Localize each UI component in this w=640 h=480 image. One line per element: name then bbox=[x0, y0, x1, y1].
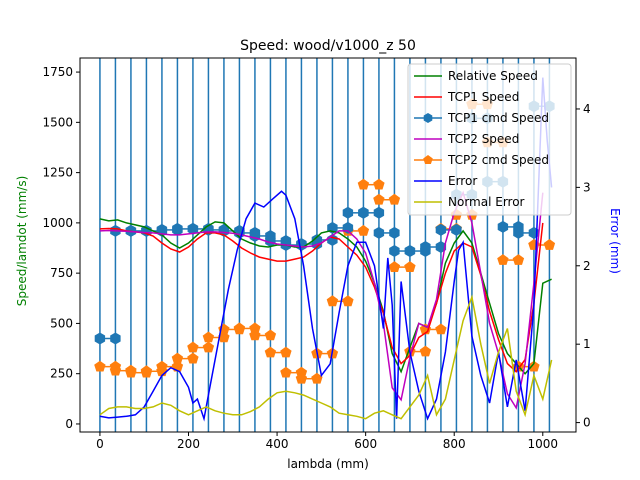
point-tcp1-cmd-speed bbox=[404, 245, 416, 257]
line-error bbox=[99, 77, 553, 422]
y-tick-label: 0 bbox=[65, 417, 73, 431]
point-tcp2-cmd-speed bbox=[342, 295, 354, 307]
x-tick-label: 600 bbox=[354, 437, 377, 451]
point-tcp2-cmd-speed bbox=[419, 345, 432, 357]
legend-label: Relative Speed bbox=[448, 69, 538, 83]
point-tcp2-cmd-speed bbox=[435, 323, 447, 335]
point-tcp2-cmd-speed bbox=[543, 239, 556, 250]
legend-label: TCP1 cmd Speed bbox=[447, 111, 549, 125]
point-tcp2-cmd-speed bbox=[171, 352, 184, 364]
point-tcp1-cmd-speed bbox=[94, 332, 106, 345]
y-tick-label: 750 bbox=[50, 266, 73, 280]
legend-label: Normal Error bbox=[448, 195, 525, 209]
legend-box bbox=[407, 63, 572, 216]
point-tcp2-cmd-speed bbox=[264, 346, 277, 358]
point-tcp1-cmd-speed bbox=[497, 220, 509, 233]
point-tcp2-cmd-speed bbox=[311, 372, 323, 384]
legend-label: TCP2 Speed bbox=[447, 132, 519, 146]
point-tcp2-cmd-speed bbox=[280, 346, 292, 358]
point-tcp2-cmd-speed bbox=[280, 366, 292, 378]
series-relative-speed bbox=[99, 218, 552, 375]
point-tcp2-cmd-speed bbox=[125, 366, 137, 378]
y2-tick-label: 3 bbox=[583, 180, 591, 194]
point-tcp2-cmd-speed bbox=[187, 352, 199, 364]
point-tcp1-cmd-speed bbox=[110, 332, 121, 345]
point-tcp2-cmd-speed bbox=[326, 295, 339, 307]
y2-tick-label: 2 bbox=[583, 259, 591, 273]
point-tcp2-cmd-speed bbox=[357, 224, 370, 236]
point-tcp2-cmd-speed bbox=[156, 360, 168, 372]
point-tcp1-cmd-speed bbox=[435, 241, 447, 253]
point-tcp2-cmd-speed bbox=[295, 372, 308, 384]
point-tcp1-cmd-speed bbox=[435, 223, 447, 236]
point-tcp1-cmd-speed bbox=[172, 222, 183, 235]
y-tick-label: 1750 bbox=[42, 65, 73, 79]
line-relative-speed bbox=[99, 218, 552, 375]
point-tcp2-cmd-speed bbox=[357, 178, 370, 190]
y-tick-label: 1500 bbox=[42, 115, 73, 129]
legend-marker bbox=[423, 113, 433, 123]
point-tcp1-cmd-speed bbox=[265, 235, 276, 247]
point-tcp2-cmd-speed bbox=[233, 322, 246, 334]
point-tcp2-cmd-speed bbox=[528, 360, 540, 372]
legend-label: TCP2 cmd Speed bbox=[447, 153, 549, 167]
point-tcp1-cmd-speed bbox=[187, 222, 199, 235]
point-tcp2-cmd-speed bbox=[295, 366, 308, 378]
point-tcp1-cmd-speed bbox=[358, 206, 369, 219]
y-tick-label: 500 bbox=[50, 316, 73, 330]
y-tick-label: 250 bbox=[50, 367, 73, 381]
point-tcp1-cmd-speed bbox=[420, 241, 431, 253]
point-tcp2-cmd-speed bbox=[187, 341, 199, 353]
point-tcp2-cmd-speed bbox=[249, 329, 261, 341]
point-tcp2-cmd-speed bbox=[388, 261, 401, 272]
series-error bbox=[99, 77, 553, 422]
y2-tick-label: 0 bbox=[583, 416, 591, 430]
plot-frame bbox=[79, 57, 577, 433]
point-tcp2-cmd-speed bbox=[512, 254, 525, 265]
y2-tick-label: 1 bbox=[583, 337, 591, 351]
y-tick-label: 1000 bbox=[42, 216, 73, 230]
point-tcp2-cmd-speed bbox=[388, 193, 401, 205]
legend-marker bbox=[423, 155, 433, 164]
x-tick-label: 0 bbox=[96, 437, 104, 451]
point-tcp2-cmd-speed bbox=[140, 365, 153, 377]
y-tick-label: 1250 bbox=[42, 166, 73, 180]
y2-tick-label: 4 bbox=[583, 102, 591, 116]
x-tick-label: 800 bbox=[443, 437, 466, 451]
x-tick-label: 400 bbox=[266, 437, 289, 451]
point-tcp1-cmd-speed bbox=[513, 226, 524, 239]
x-tick-label: 200 bbox=[177, 437, 200, 451]
point-tcp2-cmd-speed bbox=[497, 254, 509, 265]
point-tcp2-cmd-speed bbox=[202, 331, 215, 343]
point-tcp1-cmd-speed bbox=[389, 245, 400, 257]
line-normal-error bbox=[99, 294, 553, 420]
point-tcp2-cmd-speed bbox=[249, 322, 261, 334]
point-tcp2-cmd-speed bbox=[202, 341, 215, 353]
point-tcp1-cmd-speed bbox=[451, 223, 462, 236]
point-tcp2-cmd-speed bbox=[264, 329, 277, 341]
y-axis-label-left: Speed/lamdot (mm/s) bbox=[15, 176, 29, 307]
chart-title: Speed: wood/v1000_z 50 bbox=[240, 38, 416, 54]
plot-area: 0 200 400 600 800 1000 0 250 500 750 1000 1250 1500 1… bbox=[42, 57, 591, 451]
point-tcp1-cmd-speed bbox=[389, 226, 400, 239]
point-tcp2-cmd-speed bbox=[404, 261, 416, 272]
series-normal-error bbox=[99, 294, 553, 420]
x-axis-label: lambda (mm) bbox=[287, 457, 369, 471]
x-tick-label: 1000 bbox=[528, 437, 559, 451]
point-tcp2-cmd-speed bbox=[373, 178, 385, 190]
legend-label: TCP1 Speed bbox=[447, 90, 519, 104]
point-tcp1-cmd-speed bbox=[373, 206, 385, 219]
legend-label: Error bbox=[448, 174, 477, 188]
point-tcp2-cmd-speed bbox=[373, 193, 385, 205]
point-tcp1-cmd-speed bbox=[342, 206, 354, 219]
legend: Relative Speed TCP1 Speed TCP1 cmd Speed TC… bbox=[407, 63, 572, 216]
y-axis-label-right: Error (mm) bbox=[608, 208, 622, 274]
point-tcp2-cmd-speed bbox=[109, 364, 122, 376]
point-tcp2-cmd-speed bbox=[94, 360, 106, 372]
point-tcp1-cmd-speed bbox=[373, 226, 385, 239]
